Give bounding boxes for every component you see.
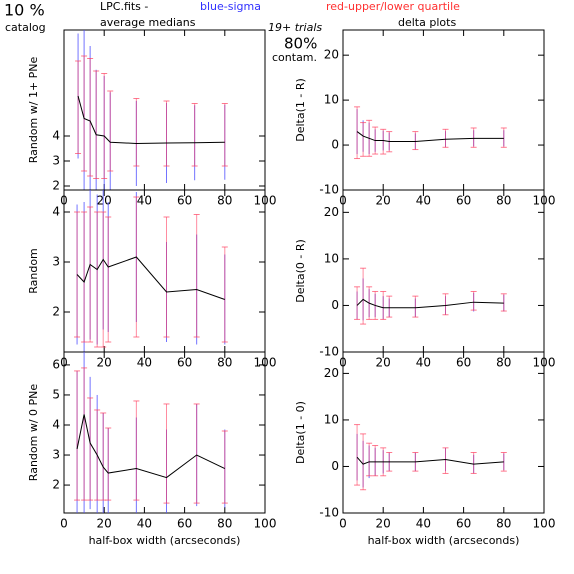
blue-note: blue-sigma	[200, 0, 261, 13]
red-note: red-upper/lower quartile	[326, 0, 460, 13]
y-tick-label: 20	[324, 48, 339, 62]
plot-area	[74, 190, 228, 352]
y-tick-label: 20	[324, 366, 339, 380]
y-axis-label: Delta(0 - R)	[294, 239, 307, 303]
x-tick-label: 60	[177, 356, 192, 370]
contam-percent: 80%	[284, 35, 317, 53]
y-tick-label: -10	[319, 506, 339, 520]
x-tick-label: 60	[177, 517, 192, 531]
median-line	[76, 256, 225, 300]
x-tick-label: 40	[416, 517, 431, 531]
y-axis-label: Random	[27, 248, 40, 294]
x-axis-label: half-box width (arcseconds)	[368, 534, 520, 547]
y-tick-label: 10	[324, 251, 339, 265]
y-axis-label: Random w/ 0 PNe	[27, 384, 40, 482]
x-tick-label: 20	[376, 517, 391, 531]
x-tick-label: 80	[217, 517, 232, 531]
x-tick-label: 40	[137, 517, 152, 531]
y-tick-label: 0	[331, 298, 339, 312]
x-tick-label: 20	[97, 517, 112, 531]
panel-frame	[63, 351, 266, 514]
y-tick-label: -10	[319, 183, 339, 197]
x-tick-label: 60	[456, 194, 471, 208]
medians-label: average medians	[100, 16, 196, 29]
x-tick-label: 20	[97, 356, 112, 370]
x-tick-label: 100	[254, 517, 277, 531]
plot-area	[74, 352, 228, 513]
file-name: LPC.fits -	[100, 0, 148, 13]
y-tick-label: 10	[324, 412, 339, 426]
y-tick-label: 3	[52, 154, 60, 168]
y-axis-label: Delta(1 - 0)	[294, 401, 307, 464]
x-tick-label: 80	[496, 194, 511, 208]
y-tick-label: 4	[52, 129, 60, 143]
x-tick-label: 20	[376, 356, 391, 370]
plot-area	[354, 106, 507, 160]
median-line	[356, 456, 504, 465]
contam: contam.	[272, 51, 317, 64]
y-tick-label: 5	[52, 387, 60, 401]
x-tick-label: 60	[456, 517, 471, 531]
x-tick-label: 0	[339, 517, 347, 531]
y-tick-label: 4	[52, 417, 60, 431]
catalog: catalog	[5, 21, 46, 34]
x-tick-label: 80	[217, 356, 232, 370]
x-tick-label: 0	[60, 517, 68, 531]
plot-area	[354, 267, 507, 325]
panel-frame	[63, 189, 266, 353]
percent: 10 %	[4, 1, 45, 20]
delta-label: delta plots	[398, 16, 456, 29]
median-line	[77, 95, 225, 145]
y-tick-label: 2	[52, 179, 60, 193]
median-line	[356, 131, 504, 142]
y-tick-label: -10	[319, 345, 339, 359]
median-line	[356, 298, 504, 309]
panel-frame	[342, 29, 545, 191]
y-tick-label: 20	[324, 205, 339, 219]
y-tick-label: 0	[331, 459, 339, 473]
x-tick-label: 40	[137, 356, 152, 370]
median-line	[76, 414, 226, 479]
panel-frame	[342, 189, 545, 353]
y-tick-label: 6	[52, 357, 60, 371]
x-axis-label: half-box width (arcseconds)	[89, 534, 241, 547]
y-tick-label: 2	[52, 305, 60, 319]
x-tick-label: 80	[496, 356, 511, 370]
x-tick-label: 40	[416, 194, 431, 208]
y-axis-label: Delta(1 - R)	[294, 78, 307, 142]
plot-area	[75, 30, 228, 190]
y-tick-label: 2	[52, 478, 60, 492]
panel-frame	[342, 351, 545, 514]
trials: 19+ trials	[268, 21, 322, 34]
x-tick-label: 100	[533, 517, 556, 531]
y-axis-label: Random w/ 1+ PNe	[27, 56, 40, 163]
x-tick-label: 60	[456, 356, 471, 370]
x-tick-label: 40	[416, 356, 431, 370]
plot-area	[354, 424, 507, 491]
x-tick-label: 20	[376, 194, 391, 208]
x-tick-label: 60	[177, 194, 192, 208]
x-tick-label: 40	[137, 194, 152, 208]
y-tick-label: 0	[331, 138, 339, 152]
y-tick-label: 3	[52, 448, 60, 462]
x-tick-label: 80	[217, 194, 232, 208]
y-tick-label: 10	[324, 93, 339, 107]
y-tick-label: 3	[52, 255, 60, 269]
x-tick-label: 80	[496, 517, 511, 531]
y-tick-label: 4	[52, 205, 60, 219]
